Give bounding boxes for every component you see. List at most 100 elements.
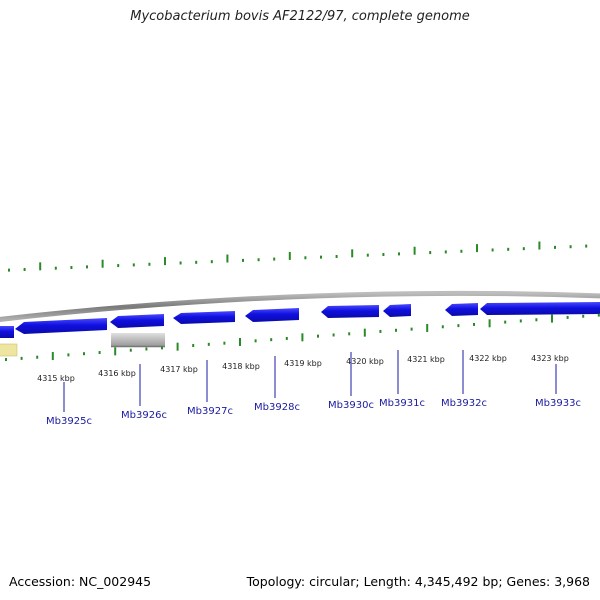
tick-mark [395,328,397,332]
tick-mark [239,338,241,346]
gene-label[interactable]: Mb3927c [187,406,233,417]
tick-mark [522,247,525,251]
gene-arrow[interactable] [480,302,600,315]
tick-mark [335,254,338,258]
pseudo-gene-block [111,333,165,346]
gene-arrow[interactable] [15,318,107,334]
gene-track [0,302,600,338]
tick-mark [317,334,319,338]
gene-label[interactable]: Mb3925c [46,416,92,427]
tick-mark [5,358,7,362]
tick-mark [8,268,10,272]
tick-mark [426,323,429,332]
tick-mark [504,320,507,324]
tick-mark [566,315,569,319]
scale-label: 4319 kbp [284,359,322,368]
tick-mark [83,352,85,356]
gene-arrow[interactable] [321,305,379,318]
genome-summary-text: Topology: circular; Length: 4,345,492 bp… [246,574,590,589]
tick-mark [413,246,416,255]
upper-tick-track [8,241,588,272]
tick-mark [54,266,57,270]
tick-mark [242,258,244,262]
tick-mark [226,254,229,263]
gene-label[interactable]: Mb3933c [535,398,581,409]
tick-mark [366,253,369,257]
gene-arrow[interactable] [173,311,235,324]
tick-mark [351,249,354,258]
genome-backbone [0,290,600,322]
tick-mark [473,322,475,326]
tick-mark [410,327,413,331]
gene-arrow[interactable] [110,314,164,328]
tick-mark [270,338,273,342]
tick-mark [148,262,151,266]
tick-mark [554,245,556,249]
scale-label: 4321 kbp [407,355,445,364]
tick-mark [460,249,463,253]
tick-mark [363,328,366,337]
gene-label[interactable]: Mb3928c [254,402,300,413]
gene-label[interactable]: Mb3931c [379,398,425,409]
gene-label[interactable]: Mb3926c [121,410,167,421]
gene-arrow[interactable] [445,303,478,316]
tick-mark [597,313,600,317]
tick-mark [223,341,226,345]
map-title: Mycobacterium bovis AF2122/97, complete … [130,9,470,24]
tick-mark [491,248,494,252]
tick-mark [20,356,23,360]
tick-mark [429,251,432,255]
accession-text: Accession: NC_002945 [9,574,152,589]
scale-label: 4315 kbp [37,374,75,383]
tick-mark [254,339,257,343]
scale-label: 4323 kbp [531,354,569,363]
gene-arrow[interactable] [0,326,14,338]
tick-mark [207,342,210,346]
tick-mark [332,333,335,337]
tick-mark [551,314,553,323]
tick-mark [569,245,572,249]
tick-mark [114,347,117,356]
tick-mark [288,251,291,260]
tick-mark [70,266,73,270]
tick-mark [145,347,148,351]
scale-tick-track [5,313,600,362]
tick-mark [507,247,510,251]
tick-mark [538,241,541,250]
tick-mark [132,263,135,267]
scale-labels: 4315 kbp 4316 kbp 4317 kbp 4318 kbp 4319 kbp… [37,354,569,383]
gene-arrow[interactable] [245,308,299,322]
tick-mark [51,352,54,361]
tick-mark [488,319,491,328]
tick-mark [285,336,288,340]
tick-mark [582,314,585,318]
tick-mark [535,318,538,322]
gene-label[interactable]: Mb3930c [328,400,374,411]
yellow-feature [0,343,18,357]
tick-mark [179,261,182,265]
gene-label[interactable]: Mb3932c [441,398,487,409]
tick-mark [457,324,460,328]
tick-mark [304,256,307,260]
tick-mark [444,250,447,254]
tick-mark [101,259,104,268]
tick-mark [320,255,322,259]
tick-mark [441,325,444,329]
tick-mark [348,332,351,336]
tick-mark [519,319,522,323]
tick-mark [210,260,213,264]
tick-mark [164,257,166,266]
scale-label: 4322 kbp [469,354,507,363]
tick-mark [585,244,588,248]
tick-mark [161,346,163,350]
gene-arrow[interactable] [383,304,411,317]
tick-mark [257,258,260,262]
tick-mark [398,252,400,256]
tick-mark [129,348,132,352]
tick-mark [36,355,39,359]
tick-mark [86,265,88,269]
tick-mark [382,253,385,257]
tick-mark [67,353,70,357]
tick-mark [192,344,195,348]
